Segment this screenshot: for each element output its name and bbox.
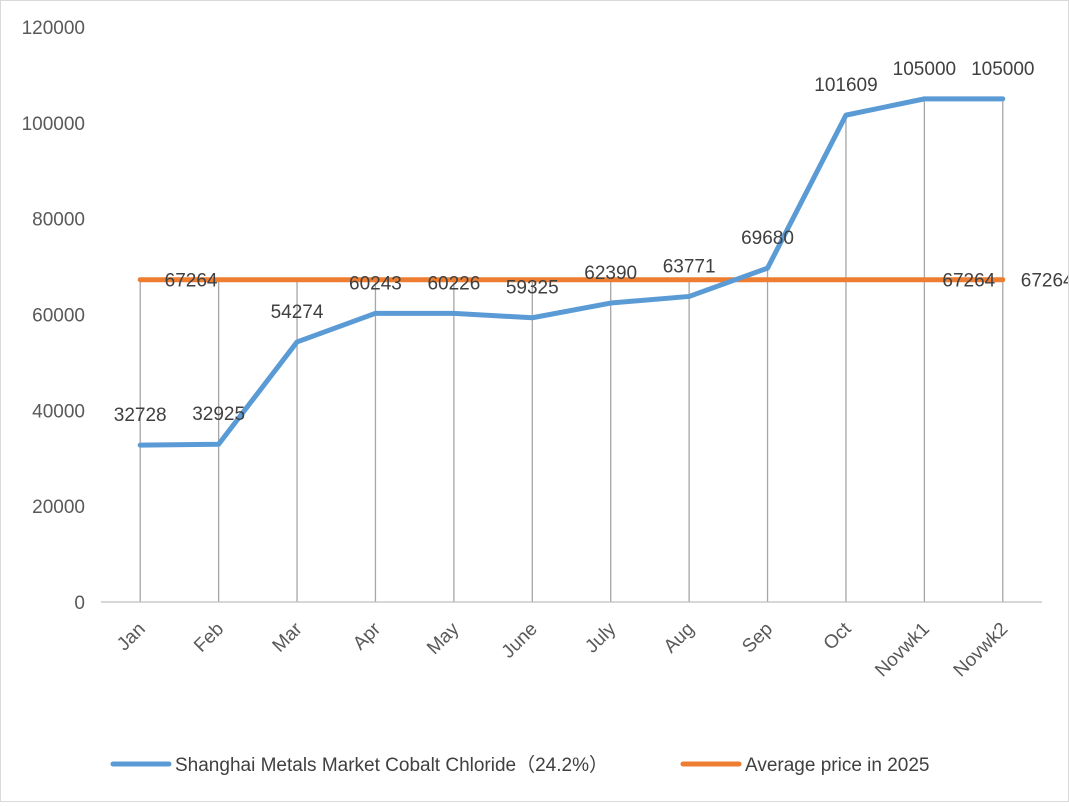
data-label: 54274 bbox=[271, 302, 324, 323]
data-label: 101609 bbox=[814, 75, 877, 96]
data-label: 60226 bbox=[427, 273, 480, 294]
x-tick-label: Feb bbox=[190, 619, 228, 657]
x-tick-label: Mar bbox=[269, 618, 307, 656]
x-tick-label: Apr bbox=[349, 618, 385, 654]
y-tick-label: 60000 bbox=[32, 306, 85, 327]
data-label: 67264 bbox=[942, 271, 995, 292]
data-label: 67264 bbox=[165, 271, 218, 292]
y-tick-label: 80000 bbox=[32, 210, 85, 231]
data-label: 105000 bbox=[893, 59, 956, 80]
data-labels: 32728 32925 54274 60243 60226 59325 62390 63771… bbox=[114, 59, 1069, 426]
y-tick-label: 120000 bbox=[22, 18, 85, 39]
x-tick-label: Sep bbox=[738, 619, 777, 658]
series-line-cobalt-chloride bbox=[137, 96, 1006, 448]
y-tick-label: 40000 bbox=[32, 401, 85, 422]
x-tick-label: Aug bbox=[660, 619, 699, 658]
data-label: 62390 bbox=[584, 263, 637, 284]
x-tick-label: July bbox=[581, 618, 620, 657]
x-tick-label: Jan bbox=[113, 619, 150, 656]
data-label: 59325 bbox=[506, 278, 559, 299]
axes: 0 20000 40000 60000 80000 100000 120000 Jan Feb M… bbox=[22, 18, 1042, 681]
data-label: 60243 bbox=[349, 273, 402, 294]
y-tick-label: 20000 bbox=[32, 497, 85, 518]
x-tick-label: Novwk2 bbox=[950, 619, 1013, 682]
data-label: 63771 bbox=[663, 256, 716, 277]
drop-lines bbox=[139, 98, 1004, 602]
x-tick-label: Oct bbox=[820, 618, 856, 654]
x-tick-label: May bbox=[423, 618, 464, 659]
legend-label-average-price: Average price in 2025 bbox=[745, 755, 930, 776]
x-tick-label: Novwk1 bbox=[871, 619, 934, 682]
data-label: 67264 bbox=[1021, 271, 1068, 292]
series bbox=[137, 96, 1006, 448]
data-label: 105000 bbox=[971, 59, 1034, 80]
y-tick-label: 100000 bbox=[22, 114, 85, 135]
legend-label-cobalt-chloride: Shanghai Metals Market Cobalt Chloride（2… bbox=[175, 754, 608, 776]
x-tick-label: June bbox=[498, 619, 542, 663]
data-label: 32925 bbox=[192, 404, 245, 425]
data-label: 32728 bbox=[114, 405, 167, 426]
legend: Shanghai Metals Market Cobalt Chloride（2… bbox=[110, 754, 930, 776]
y-tick-label: 0 bbox=[74, 593, 85, 614]
data-label: 69680 bbox=[741, 228, 794, 249]
